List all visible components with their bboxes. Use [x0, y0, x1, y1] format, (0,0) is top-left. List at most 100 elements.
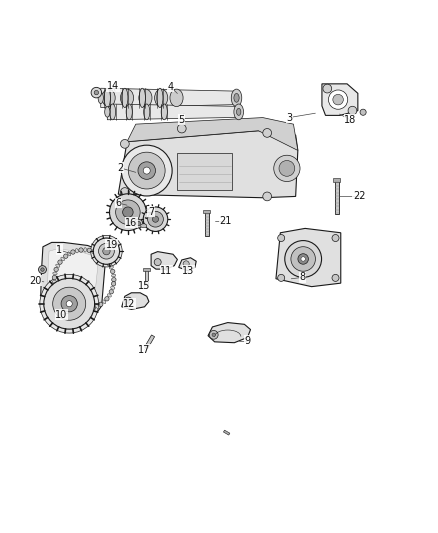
Ellipse shape	[98, 92, 103, 103]
Ellipse shape	[170, 89, 183, 107]
Ellipse shape	[234, 93, 239, 102]
Circle shape	[58, 260, 62, 264]
Circle shape	[183, 261, 189, 267]
Circle shape	[53, 284, 57, 288]
Circle shape	[143, 207, 168, 231]
Polygon shape	[118, 131, 298, 198]
Ellipse shape	[234, 104, 244, 120]
Text: 3: 3	[286, 112, 292, 123]
Ellipse shape	[237, 108, 241, 115]
Ellipse shape	[71, 305, 74, 309]
Circle shape	[53, 287, 86, 320]
Ellipse shape	[104, 88, 110, 108]
Ellipse shape	[109, 266, 113, 269]
Ellipse shape	[111, 274, 116, 277]
Circle shape	[263, 192, 272, 201]
Ellipse shape	[56, 264, 60, 267]
Circle shape	[332, 274, 339, 281]
Bar	[205, 212, 209, 236]
Circle shape	[124, 297, 133, 306]
Circle shape	[333, 94, 343, 105]
Text: 22: 22	[353, 191, 365, 201]
Ellipse shape	[110, 286, 115, 289]
Circle shape	[138, 162, 155, 179]
Circle shape	[52, 276, 57, 280]
Circle shape	[177, 124, 186, 133]
Ellipse shape	[105, 259, 109, 262]
Text: 6: 6	[115, 198, 121, 208]
Ellipse shape	[88, 307, 91, 311]
Circle shape	[99, 302, 103, 306]
Polygon shape	[322, 84, 358, 115]
Circle shape	[110, 269, 115, 273]
Polygon shape	[47, 249, 98, 311]
Circle shape	[44, 278, 95, 329]
Text: 21: 21	[219, 215, 232, 225]
Circle shape	[128, 152, 165, 189]
Circle shape	[278, 235, 285, 241]
Circle shape	[56, 292, 60, 296]
Circle shape	[105, 296, 109, 301]
Polygon shape	[127, 118, 298, 150]
Text: 18: 18	[344, 115, 357, 125]
Circle shape	[91, 306, 95, 310]
Circle shape	[209, 330, 218, 339]
Ellipse shape	[231, 89, 242, 107]
Circle shape	[71, 250, 75, 254]
Circle shape	[79, 248, 83, 252]
Bar	[223, 430, 230, 435]
Ellipse shape	[141, 224, 147, 228]
Polygon shape	[151, 252, 177, 269]
Circle shape	[54, 267, 58, 272]
Circle shape	[116, 200, 140, 224]
Bar	[335, 180, 339, 214]
Bar	[177, 152, 232, 190]
Circle shape	[152, 216, 159, 222]
Circle shape	[41, 268, 44, 271]
Circle shape	[285, 240, 321, 277]
Circle shape	[301, 257, 305, 261]
Ellipse shape	[99, 253, 102, 257]
Text: 16: 16	[125, 217, 138, 228]
Ellipse shape	[122, 88, 128, 108]
Circle shape	[40, 274, 99, 333]
Text: 4: 4	[168, 82, 174, 92]
Ellipse shape	[58, 295, 62, 299]
Text: 15: 15	[138, 281, 151, 291]
Text: 13: 13	[182, 266, 194, 276]
Circle shape	[93, 238, 120, 264]
Polygon shape	[101, 88, 237, 108]
Text: 9: 9	[244, 336, 251, 346]
Circle shape	[61, 296, 78, 312]
Circle shape	[127, 300, 130, 303]
Circle shape	[39, 265, 46, 273]
Ellipse shape	[110, 104, 116, 120]
Ellipse shape	[95, 304, 99, 309]
Circle shape	[298, 254, 308, 264]
Ellipse shape	[155, 89, 168, 107]
Text: 5: 5	[179, 115, 185, 125]
Circle shape	[83, 307, 87, 312]
Text: 10: 10	[55, 310, 67, 320]
Circle shape	[121, 145, 172, 196]
Ellipse shape	[67, 252, 71, 256]
Ellipse shape	[139, 89, 152, 107]
Bar	[145, 270, 148, 284]
Circle shape	[87, 248, 92, 253]
Circle shape	[123, 207, 133, 217]
Ellipse shape	[144, 104, 150, 120]
Text: 17: 17	[138, 345, 151, 355]
Circle shape	[107, 262, 112, 266]
Circle shape	[278, 274, 285, 281]
Circle shape	[67, 303, 71, 308]
Bar	[333, 179, 340, 182]
Bar	[145, 335, 155, 349]
Ellipse shape	[102, 89, 115, 107]
Text: 14: 14	[107, 81, 119, 91]
Ellipse shape	[120, 89, 134, 107]
Circle shape	[94, 91, 99, 95]
Ellipse shape	[84, 248, 86, 252]
Text: 7: 7	[148, 207, 154, 217]
Circle shape	[66, 301, 72, 307]
Ellipse shape	[61, 257, 64, 261]
